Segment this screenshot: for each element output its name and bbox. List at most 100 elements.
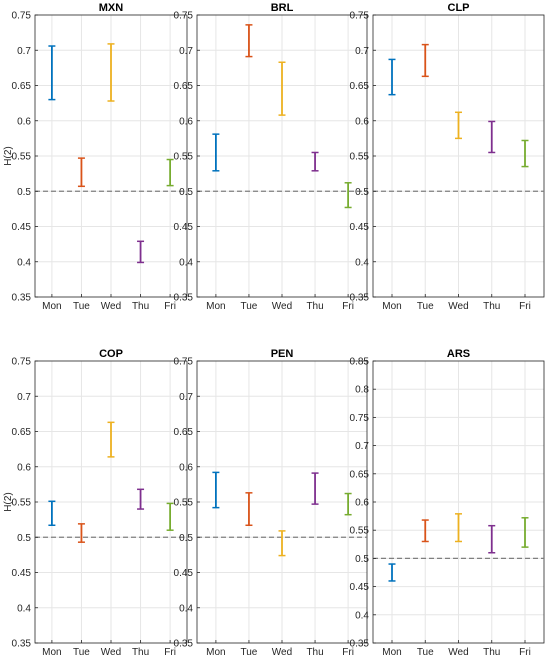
x-tick-label: Wed (448, 647, 468, 658)
y-tick-label: 0.6 (179, 116, 193, 127)
y-tick-label: 0.45 (12, 222, 32, 233)
chart-title: MXN (99, 2, 124, 14)
y-tick-label: 0.5 (17, 187, 31, 198)
y-tick-label: 0.6 (355, 498, 369, 509)
y-tick-label: 0.55 (174, 498, 194, 509)
x-tick-label: Thu (483, 647, 500, 658)
y-tick-label: 0.75 (174, 11, 194, 22)
x-tick-label: Thu (132, 301, 149, 312)
y-tick-label: 0.35 (12, 639, 32, 650)
chart-panel-pen: 0.35 0.4 0.45 0.5 0.55 0.6 0.65 0.7 0.75 Mon Tue We… (174, 348, 368, 658)
y-tick-label: 0.5 (355, 187, 369, 198)
y-tick-label: 0.35 (350, 639, 370, 650)
y-tick-label: 0.45 (350, 222, 370, 233)
chart-panel-clp: 0.35 0.4 0.45 0.5 0.55 0.6 0.65 0.7 0.75 Mon Tue We… (350, 2, 545, 312)
y-tick-label: 0.35 (350, 293, 370, 304)
x-tick-label: Fri (164, 301, 176, 312)
y-tick-label: 0.5 (355, 554, 369, 565)
y-tick-label: 0.7 (17, 392, 31, 403)
y-tick-label: 0.8 (355, 385, 369, 396)
y-tick-label: 0.45 (174, 568, 194, 579)
y-tick-label: 0.5 (179, 187, 193, 198)
y-tick-label: 0.55 (350, 152, 370, 163)
y-tick-label: 0.45 (350, 582, 370, 593)
x-tick-label: Fri (342, 647, 354, 658)
y-tick-label: 0.75 (12, 11, 32, 22)
y-tick-label: 0.4 (17, 257, 31, 268)
y-tick-label: 0.7 (179, 392, 193, 403)
y-tick-label: 0.4 (179, 257, 193, 268)
y-tick-label: 0.4 (355, 257, 369, 268)
x-tick-label: Mon (42, 301, 61, 312)
x-tick-label: Mon (382, 647, 401, 658)
x-tick-label: Tue (417, 301, 434, 312)
chart-panel-ars: 0.35 0.4 0.45 0.5 0.55 0.6 0.65 0.7 0.75 0.8 0.85 M… (350, 348, 545, 658)
x-tick-label: Tue (417, 647, 434, 658)
x-tick-label: Thu (483, 301, 500, 312)
x-tick-label: Thu (306, 301, 323, 312)
y-axis-label: H(2) (3, 146, 14, 165)
y-tick-label: 0.55 (174, 152, 194, 163)
chart-title: COP (99, 348, 123, 360)
y-tick-label: 0.6 (17, 462, 31, 473)
y-tick-label: 0.5 (17, 533, 31, 544)
x-tick-label: Fri (519, 301, 531, 312)
y-tick-label: 0.7 (179, 46, 193, 57)
y-tick-label: 0.35 (174, 293, 194, 304)
chart-panel-mxn: 0.35 0.4 0.45 0.5 0.55 0.6 0.65 0.7 0.75 Mon Tue We… (3, 2, 188, 312)
y-tick-label: 0.65 (174, 427, 194, 438)
y-tick-label: 0.65 (12, 427, 32, 438)
y-tick-label: 0.6 (179, 462, 193, 473)
x-tick-label: Thu (306, 647, 323, 658)
chart-title: ARS (447, 348, 470, 360)
y-tick-label: 0.7 (355, 46, 369, 57)
x-tick-label: Fri (342, 301, 354, 312)
x-tick-label: Fri (519, 647, 531, 658)
y-tick-label: 0.7 (355, 441, 369, 452)
y-tick-label: 0.55 (350, 526, 370, 537)
chart-title: CLP (448, 2, 470, 14)
y-tick-label: 0.75 (12, 357, 32, 368)
y-tick-label: 0.55 (12, 152, 32, 163)
y-tick-label: 0.65 (174, 81, 194, 92)
y-tick-label: 0.35 (12, 293, 32, 304)
y-axis-label: H(2) (3, 492, 14, 511)
y-tick-label: 0.45 (12, 568, 32, 579)
x-tick-label: Mon (382, 301, 401, 312)
y-tick-label: 0.35 (174, 639, 194, 650)
y-tick-label: 0.65 (350, 469, 370, 480)
y-tick-label: 0.65 (12, 81, 32, 92)
y-tick-label: 0.55 (12, 498, 32, 509)
y-tick-label: 0.4 (17, 603, 31, 614)
x-tick-label: Wed (101, 647, 121, 658)
x-tick-label: Tue (73, 301, 90, 312)
y-tick-label: 0.6 (17, 116, 31, 127)
x-tick-label: Mon (206, 301, 225, 312)
x-tick-label: Tue (73, 647, 90, 658)
y-tick-label: 0.5 (179, 533, 193, 544)
chart-title: PEN (271, 348, 294, 360)
x-tick-label: Wed (448, 301, 468, 312)
y-tick-label: 0.7 (17, 46, 31, 57)
chart-panel-cop: 0.35 0.4 0.45 0.5 0.55 0.6 0.65 0.7 0.75 Mon Tue We… (3, 348, 188, 658)
x-tick-label: Mon (42, 647, 61, 658)
y-tick-label: 0.4 (355, 610, 369, 621)
y-tick-label: 0.85 (350, 357, 370, 368)
y-tick-label: 0.75 (350, 11, 370, 22)
y-tick-label: 0.45 (174, 222, 194, 233)
chart-title: BRL (271, 2, 294, 14)
y-tick-label: 0.65 (350, 81, 370, 92)
x-tick-label: Wed (272, 647, 292, 658)
y-tick-label: 0.75 (174, 357, 194, 368)
chart-panel-brl: 0.35 0.4 0.45 0.5 0.55 0.6 0.65 0.7 0.75 Mon Tue We… (174, 2, 368, 312)
y-tick-label: 0.75 (350, 413, 370, 424)
x-tick-label: Wed (101, 301, 121, 312)
x-tick-label: Tue (241, 301, 258, 312)
x-tick-label: Fri (164, 647, 176, 658)
y-tick-label: 0.6 (355, 116, 369, 127)
x-tick-label: Tue (241, 647, 258, 658)
y-tick-label: 0.4 (179, 603, 193, 614)
x-tick-label: Mon (206, 647, 225, 658)
